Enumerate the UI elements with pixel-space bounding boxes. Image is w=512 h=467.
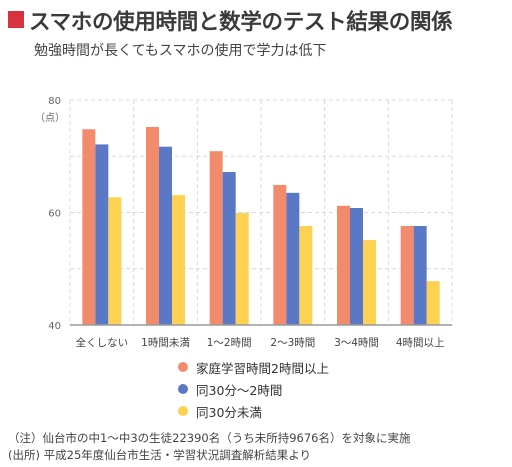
legend-label-series-2: 同30分～2時間: [196, 382, 283, 398]
bar-series-1-5: [337, 205, 350, 325]
bar-series-1-1: [82, 129, 96, 325]
x-tick-label: 全くしない: [76, 336, 129, 349]
bar-series-2-2: [159, 146, 172, 325]
bar-chart: 全くしない 1時間未満 1～2時間 2～3時間 3～4時間 4時間以上 40 60 80 （点）: [35, 96, 453, 349]
legend-item-series-3: 同30分未満: [178, 400, 329, 422]
bar-series-2-4: [286, 192, 300, 325]
legend-dot-series-1: [178, 362, 188, 372]
chart-subtitle: 勉強時間が長くてもスマホの使用で学力は低下: [34, 43, 327, 59]
bar-series-3-4: [299, 226, 313, 325]
x-tick-label: 3～4時間: [334, 337, 379, 349]
title-accent-square: [8, 11, 24, 28]
footnote-note: （注）仙台市の中1～中3の生徒22390名（うち未所持9676名）を対象に実施: [8, 431, 411, 445]
legend-label-series-1: 家庭学習時間2時間以上: [196, 360, 329, 376]
legend-dot-series-2: [178, 384, 188, 394]
bar-series-2-3: [222, 172, 236, 325]
legend-item-series-2: 同30分～2時間: [178, 378, 329, 400]
bar-series-3-6: [426, 281, 440, 325]
legend-item-series-1: 家庭学習時間2時間以上: [178, 356, 329, 378]
x-tick-label: 4時間以上: [396, 337, 445, 349]
bar-series-2-6: [413, 226, 427, 325]
legend: 家庭学習時間2時間以上 同30分～2時間 同30分未満: [178, 356, 329, 422]
legend-label-series-3: 同30分未満: [196, 404, 262, 420]
x-tick-label: 2～3時間: [270, 337, 315, 349]
y-tick-label: 40: [48, 321, 61, 332]
bar-series-1-4: [273, 184, 287, 325]
bar-series-3-5: [363, 240, 376, 325]
bar-series-3-1: [108, 197, 122, 325]
legend-dot-series-3: [178, 406, 188, 416]
bar-series-2-1: [95, 144, 109, 325]
x-tick-label: 1時間未満: [141, 337, 190, 349]
chart-title: スマホの使用時間と数学のテスト結果の関係: [29, 10, 453, 35]
y-tick-label: 80: [48, 96, 61, 107]
y-tick-label: 60: [48, 209, 61, 220]
footnote-source: (出所) 平成25年度仙台市生活・学習状況調査解析結果より: [8, 448, 312, 462]
bar-series-3-2: [172, 195, 185, 325]
footnotes: （注）仙台市の中1～中3の生徒22390名（うち未所持9676名）を対象に実施 …: [8, 430, 410, 464]
y-axis-label: （点）: [35, 112, 65, 124]
bar-series-1-3: [209, 151, 223, 325]
bar-series-3-3: [235, 213, 249, 325]
bar-series-1-6: [400, 226, 414, 325]
bar-series-2-5: [350, 208, 363, 325]
x-tick-label: 1～2時間: [207, 337, 252, 349]
bar-series-1-2: [146, 127, 159, 325]
